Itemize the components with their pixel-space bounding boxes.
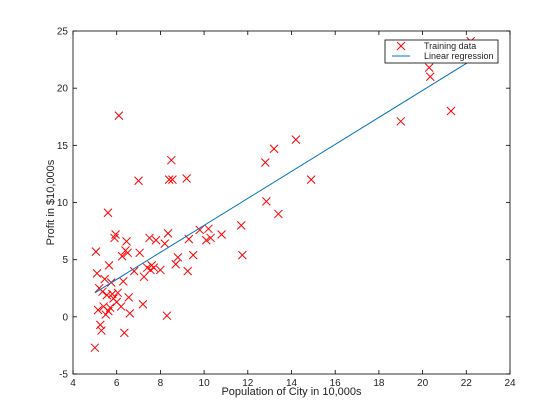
x-axis-label: Population of City in 10,000s <box>221 386 362 398</box>
y-axis-label: Profit in $10,000s <box>45 159 57 245</box>
y-tick-label: 0 <box>62 312 68 323</box>
training-data-point <box>118 277 128 286</box>
training-data-point <box>100 274 110 284</box>
training-data-point <box>101 310 111 319</box>
training-data-point <box>103 208 113 218</box>
training-data-point <box>119 328 129 338</box>
x-tick-label: 8 <box>158 378 164 389</box>
training-data-point <box>269 144 279 154</box>
training-data-point <box>102 290 112 300</box>
axis-ticks: 4 6 8 10 12 14 16 18 20 22 24 -5 0 5 10 15 20 25 <box>57 27 516 390</box>
training-data-point <box>425 72 435 82</box>
x-tick-label: 20 <box>417 378 429 389</box>
x-tick-label: 16 <box>330 378 342 389</box>
training-data-point <box>145 233 154 243</box>
training-data-point <box>306 175 316 184</box>
training-data-point <box>446 106 456 116</box>
training-data-point <box>111 230 120 239</box>
y-tick-label: 15 <box>57 141 69 152</box>
y-tick-label: 25 <box>57 27 69 38</box>
training-data-point <box>129 266 139 276</box>
training-data-point <box>188 250 198 260</box>
legend-scatter-marker <box>396 41 406 51</box>
legend-x-marker <box>396 41 406 51</box>
training-data-point <box>156 265 165 275</box>
x-tick-label: 18 <box>373 378 385 389</box>
x-tick-label: 22 <box>461 378 473 389</box>
training-data-point <box>160 239 170 249</box>
training-data-point <box>117 251 127 261</box>
legend-box <box>384 39 499 64</box>
training-data-point <box>162 311 172 321</box>
training-data-point <box>122 237 131 246</box>
training-data-point <box>168 175 177 184</box>
training-data-point <box>149 263 159 273</box>
training-data-point <box>195 225 205 235</box>
training-data-point <box>90 343 100 353</box>
x-tick-label: 10 <box>199 378 211 389</box>
training-data-point <box>182 174 191 183</box>
x-tick-label: 6 <box>114 378 120 389</box>
training-data-point <box>164 175 174 184</box>
training-data-point <box>116 302 126 311</box>
training-data-point <box>104 261 114 270</box>
training-data-point <box>204 224 213 234</box>
y-tick-label: 20 <box>57 84 69 95</box>
training-data-point <box>114 111 124 120</box>
x-tick-label: 24 <box>504 378 516 389</box>
training-data-point <box>134 176 143 186</box>
legend-label-training-data: Training data <box>424 41 476 51</box>
training-data-point <box>138 299 148 309</box>
training-data-point <box>201 235 211 245</box>
training-data-point <box>274 209 283 219</box>
training-data-point <box>291 135 301 144</box>
training-data-point <box>113 288 123 298</box>
training-data-point <box>123 248 132 258</box>
training-data-point <box>262 197 271 206</box>
training-data-point <box>110 233 119 243</box>
legend: Training data Linear regression <box>384 39 499 64</box>
training-data-point <box>92 269 102 278</box>
training-data-point <box>93 305 103 315</box>
training-data-point <box>183 266 193 276</box>
training-data-point <box>206 233 216 243</box>
training-data-point <box>166 155 176 165</box>
x-tick-label: 12 <box>242 378 254 389</box>
training-data-point <box>237 250 247 260</box>
legend-label-linear-regression: Linear regression <box>424 51 494 61</box>
training-data-point <box>173 253 183 262</box>
training-data-point <box>424 63 434 72</box>
y-tick-label: -5 <box>59 370 68 381</box>
training-data-point <box>236 221 246 230</box>
training-data-point <box>91 247 101 257</box>
training-data-point <box>260 158 270 167</box>
y-tick-label: 5 <box>62 255 68 266</box>
training-data-point <box>217 230 226 239</box>
plot-area <box>72 30 511 375</box>
training-data-point <box>105 303 115 313</box>
x-tick-label: 14 <box>286 378 298 389</box>
y-tick-label: 10 <box>57 198 69 209</box>
training-data-point <box>151 235 161 245</box>
regression-line <box>94 60 471 294</box>
x-tick-label: 4 <box>70 378 76 389</box>
training-data-point <box>95 320 105 330</box>
training-data-point <box>125 309 135 318</box>
training-data-point <box>171 259 181 269</box>
training-data-point <box>97 326 106 335</box>
regression-line-series <box>94 60 471 294</box>
training-data-point <box>124 293 134 302</box>
training-data-point <box>163 229 173 238</box>
training-data-point <box>396 116 406 126</box>
training-data-point <box>98 287 107 297</box>
training-data-point <box>139 272 149 282</box>
training-data-point <box>135 248 144 258</box>
